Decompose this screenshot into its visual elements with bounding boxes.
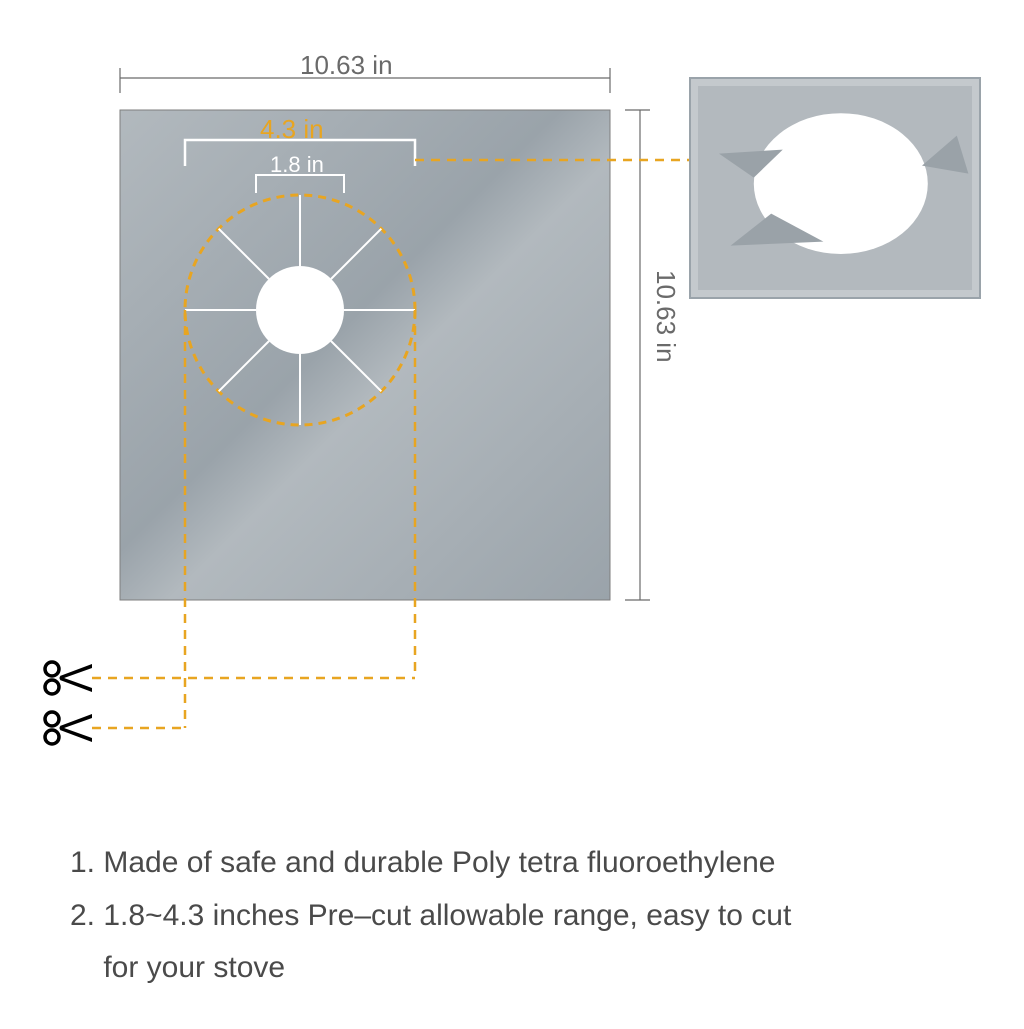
width-dimension-label: 10.63 in: [300, 50, 393, 81]
diagram-canvas: 10.63 in 10.63 in 4.3 in 1.8 in 1. Made …: [0, 0, 1024, 1024]
bullet-2b: for your stove: [70, 945, 964, 992]
bullet-1: 1. Made of safe and durable Poly tetra f…: [70, 840, 964, 887]
height-dimension-label: 10.63 in: [650, 270, 681, 363]
outer-hole-dimension-label: 4.3 in: [260, 114, 324, 145]
scissors-icon: [45, 712, 92, 744]
description-text: 1. Made of safe and durable Poly tetra f…: [70, 840, 964, 998]
bullet-2a: 2. 1.8~4.3 inches Pre–cut allowable rang…: [70, 893, 964, 940]
inner-hole-dimension-label: 1.8 in: [270, 152, 324, 178]
scissors-icon: [45, 662, 92, 694]
